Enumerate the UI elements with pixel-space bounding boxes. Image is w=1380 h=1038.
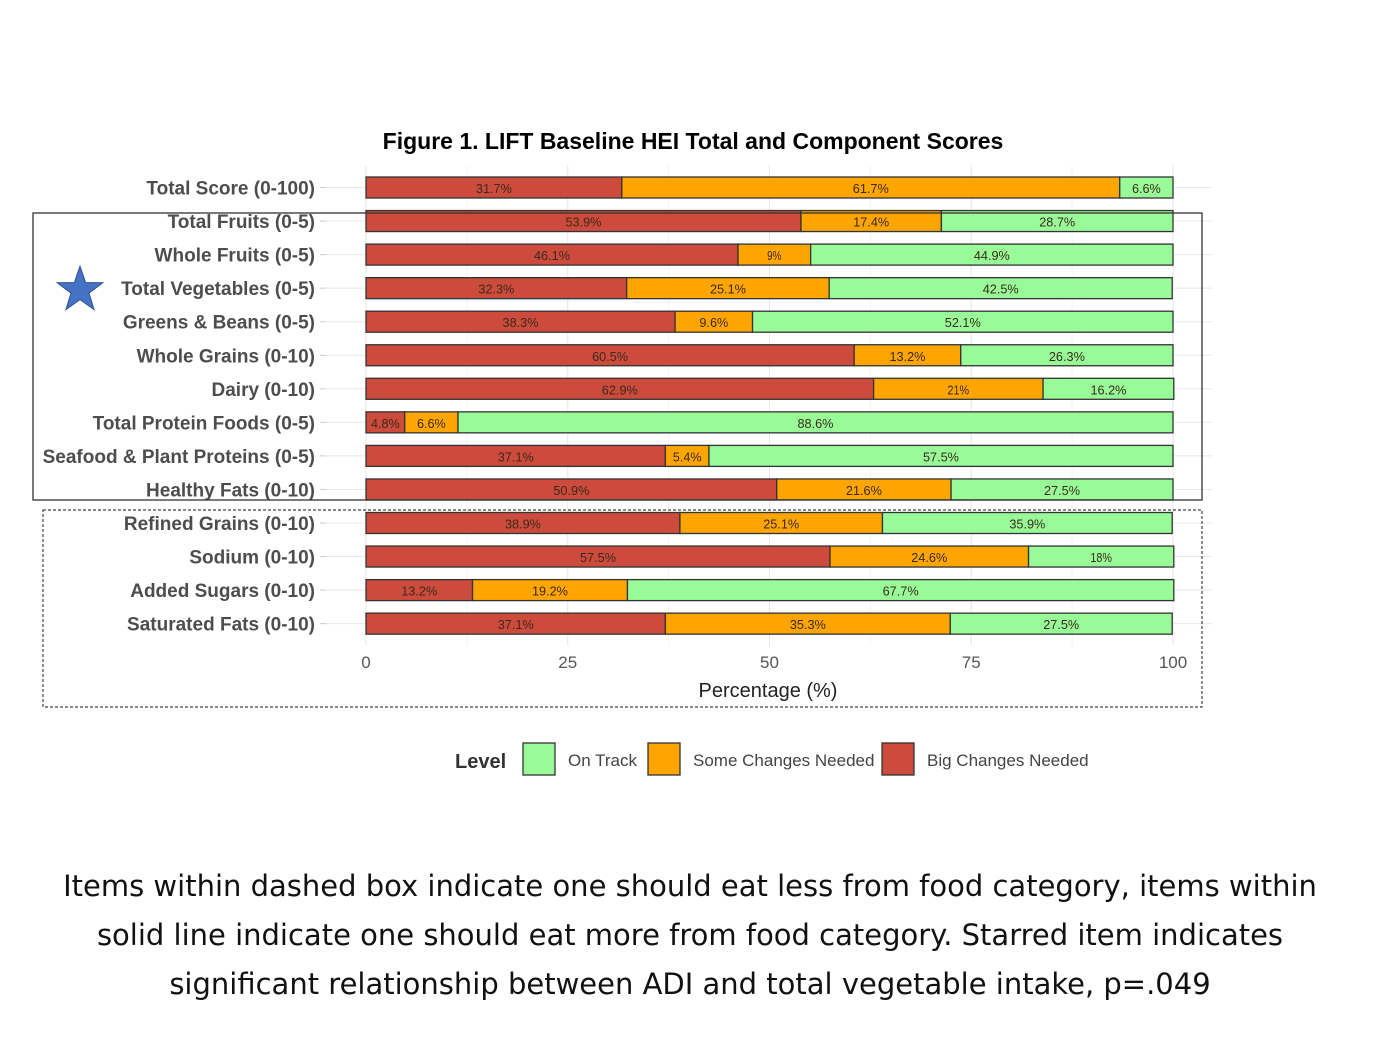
grid-lines: [325, 165, 1212, 646]
data-label: 27.5%: [1043, 617, 1079, 632]
legend-title: Level: [455, 751, 506, 773]
data-label: 16.2%: [1090, 382, 1126, 397]
y-axis-label: Total Fruits (0-5): [168, 212, 315, 233]
data-label: 6.6%: [1132, 181, 1161, 196]
data-label: 35.9%: [1009, 517, 1045, 532]
data-label: 88.6%: [797, 416, 833, 431]
data-label: 62.9%: [602, 382, 638, 397]
legend-label: Some Changes Needed: [693, 751, 874, 770]
data-label: 67.7%: [883, 584, 919, 599]
data-label: 53.9%: [565, 215, 601, 230]
bar-segment-on-track: [457, 411, 1174, 434]
eat-more-solid-box: [32, 212, 1203, 501]
caption-line: solid line indicate one should eat more …: [96, 918, 1284, 952]
x-tick-label: 25: [558, 653, 577, 672]
legend-key-some-changes-needed: [647, 742, 681, 776]
data-label: 50.9%: [553, 483, 589, 498]
data-label: 27.5%: [1044, 483, 1080, 498]
x-tick-label: 50: [760, 653, 779, 672]
data-label: 44.9%: [974, 248, 1010, 263]
x-tick-label: 75: [962, 653, 981, 672]
x-axis-title: Percentage (%): [699, 680, 838, 702]
y-axis-label: Seafood & Plant Proteins (0-5): [43, 447, 315, 468]
bar-segment-on-track: [960, 344, 1174, 367]
data-label: 25.1%: [710, 282, 746, 297]
caption-line: Items within dashed box indicate one sho…: [63, 869, 1317, 903]
data-label: 60.5%: [592, 349, 628, 364]
y-axis-label: Healthy Fats (0-10): [146, 480, 315, 501]
bar-segment-on-track: [881, 511, 1173, 535]
data-label: 21.6%: [846, 483, 882, 498]
data-label: 38.9%: [505, 517, 541, 532]
data-label: 9%: [767, 248, 782, 263]
data-label: 9.6%: [699, 315, 728, 330]
bar-segment-on-track: [626, 578, 1175, 602]
bars: 31.7% 61.7% 6.6% 53.9% 17.4% 28.7% 46.1% 9% 44.9…: [365, 176, 1175, 635]
legend-label: On Track: [568, 751, 637, 770]
data-label: 46.1%: [534, 248, 570, 263]
data-label: 25.1%: [763, 517, 799, 532]
y-axis-labels: Total Score (0-100) Total Fruits (0-5) Who…: [43, 179, 326, 636]
data-label: 38.3%: [503, 315, 539, 330]
bar-segment-on-track: [828, 276, 1173, 300]
legend-label: Big Changes Needed: [927, 751, 1089, 770]
data-label: 6.6%: [417, 416, 446, 431]
bar-segment-on-track: [940, 209, 1174, 233]
y-axis-label: Greens & Beans (0-5): [123, 313, 315, 334]
data-label: 4.8%: [371, 416, 400, 431]
y-axis-label: Refined Grains (0-10): [124, 514, 315, 535]
data-label: 21%: [948, 382, 970, 397]
x-tick-label: 0: [361, 653, 370, 672]
y-axis-label: Sodium (0-10): [189, 548, 315, 569]
data-label: 35.3%: [790, 617, 826, 632]
bar-segment-on-track: [751, 310, 1174, 333]
legend-key-on-track: [522, 742, 556, 776]
data-label: 42.5%: [983, 282, 1019, 297]
bar-segment-on-track: [1119, 176, 1174, 199]
bar-segment-on-track: [708, 444, 1174, 468]
data-label: 19.2%: [532, 584, 568, 599]
data-label: 52.1%: [945, 315, 981, 330]
data-label: 37.1%: [498, 449, 534, 464]
y-axis-label: Total Protein Foods (0-5): [93, 413, 315, 434]
data-label: 57.5%: [923, 449, 959, 464]
x-axis-ticks: 0 25 50 75 100: [361, 653, 1187, 672]
y-axis-label: Saturated Fats (0-10): [127, 615, 315, 636]
bar-segment-on-track: [810, 243, 1174, 266]
data-label: 13.2%: [889, 349, 925, 364]
bar-segment-on-track: [1042, 377, 1175, 400]
data-label: 17.4%: [853, 215, 889, 230]
data-label: 28.7%: [1039, 215, 1075, 230]
figure-caption: Items within dashed box indicate one sho…: [0, 862, 1380, 1009]
data-label: 31.7%: [476, 181, 512, 196]
legend-key-big-changes-needed: [881, 742, 915, 776]
data-label: 32.3%: [478, 282, 514, 297]
star-icon: [55, 264, 105, 311]
data-label: 18%: [1090, 550, 1112, 565]
legend: Level On Track Some Changes Needed Big Cha…: [455, 742, 1089, 776]
data-label: 24.6%: [911, 550, 947, 565]
eat-less-dashed-box: [42, 509, 1203, 708]
y-axis-label: Whole Grains (0-10): [137, 346, 315, 367]
x-tick-label: 100: [1159, 653, 1187, 672]
y-axis-label: Whole Fruits (0-5): [155, 246, 315, 267]
data-label: 26.3%: [1049, 349, 1085, 364]
data-label: 5.4%: [673, 449, 702, 464]
caption-line: significant relationship between ADI and…: [169, 967, 1211, 1001]
y-axis-label: Total Vegetables (0-5): [121, 279, 315, 300]
chart-title: Figure 1. LIFT Baseline HEI Total and Co…: [383, 128, 1004, 154]
y-axis-label: Dairy (0-10): [212, 380, 316, 401]
data-label: 13.2%: [401, 584, 437, 599]
y-axis-label: Added Sugars (0-10): [130, 581, 315, 602]
data-label: 37.1%: [498, 617, 534, 632]
y-axis-label: Total Score (0-100): [146, 179, 315, 200]
bar-segment-on-track: [1027, 545, 1175, 568]
data-label: 57.5%: [580, 550, 616, 565]
bar-segment-on-track: [949, 612, 1173, 635]
data-label: 61.7%: [853, 181, 889, 196]
